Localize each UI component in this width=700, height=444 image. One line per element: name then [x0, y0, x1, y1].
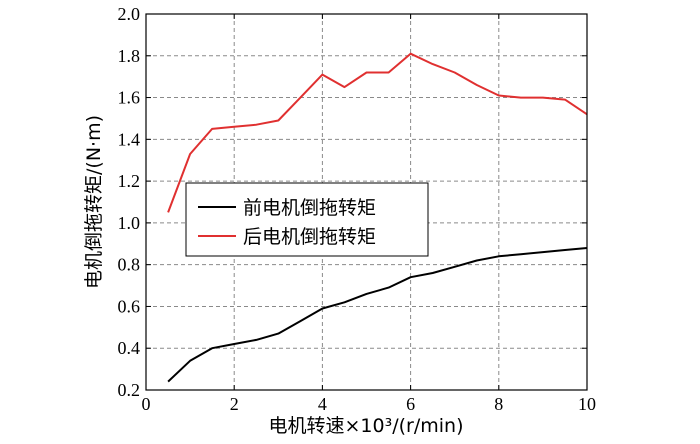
x-tick-label: 2: [230, 394, 239, 414]
y-tick-label: 0.4: [118, 338, 141, 358]
y-axis-title: 电机倒拖转矩/(N·m): [83, 115, 105, 289]
x-axis-title: 电机转速×10³/(r/min): [269, 415, 464, 437]
y-tick-labels: 0.2 0.4 0.6 0.8 1.0 1.2 1.4 1.6 1.8 2.0: [118, 4, 141, 400]
y-tick-label: 1.2: [118, 171, 141, 191]
y-tick-label: 0.6: [118, 296, 141, 316]
x-tick-label: 10: [578, 394, 596, 414]
y-tick-label: 1.6: [118, 88, 141, 108]
x-tick-label: 8: [494, 394, 503, 414]
legend-box: [185, 182, 429, 257]
y-tick-label: 1.4: [118, 129, 141, 149]
x-tick-label: 0: [142, 394, 151, 414]
x-tick-label: 4: [318, 394, 327, 414]
series-line-front-motor: [167, 247, 588, 383]
x-tick-labels: 0 2 4 6 8 10: [142, 394, 597, 414]
plot-frame: [145, 13, 588, 391]
y-tick-label: 2.0: [118, 4, 141, 24]
legend-label-rear-motor: 后电机倒拖转矩: [243, 226, 376, 248]
series-line-rear-motor: [167, 52, 588, 213]
y-tick-label: 1.0: [118, 213, 141, 233]
y-tick-label: 0.8: [118, 255, 141, 275]
x-tick-label: 6: [406, 394, 415, 414]
legend: 前电机倒拖转矩 后电机倒拖转矩: [185, 182, 429, 257]
series-group: [167, 52, 588, 383]
y-tick-label: 0.2: [118, 380, 141, 400]
y-tick-label: 1.8: [118, 46, 141, 66]
legend-label-front-motor: 前电机倒拖转矩: [243, 197, 376, 219]
